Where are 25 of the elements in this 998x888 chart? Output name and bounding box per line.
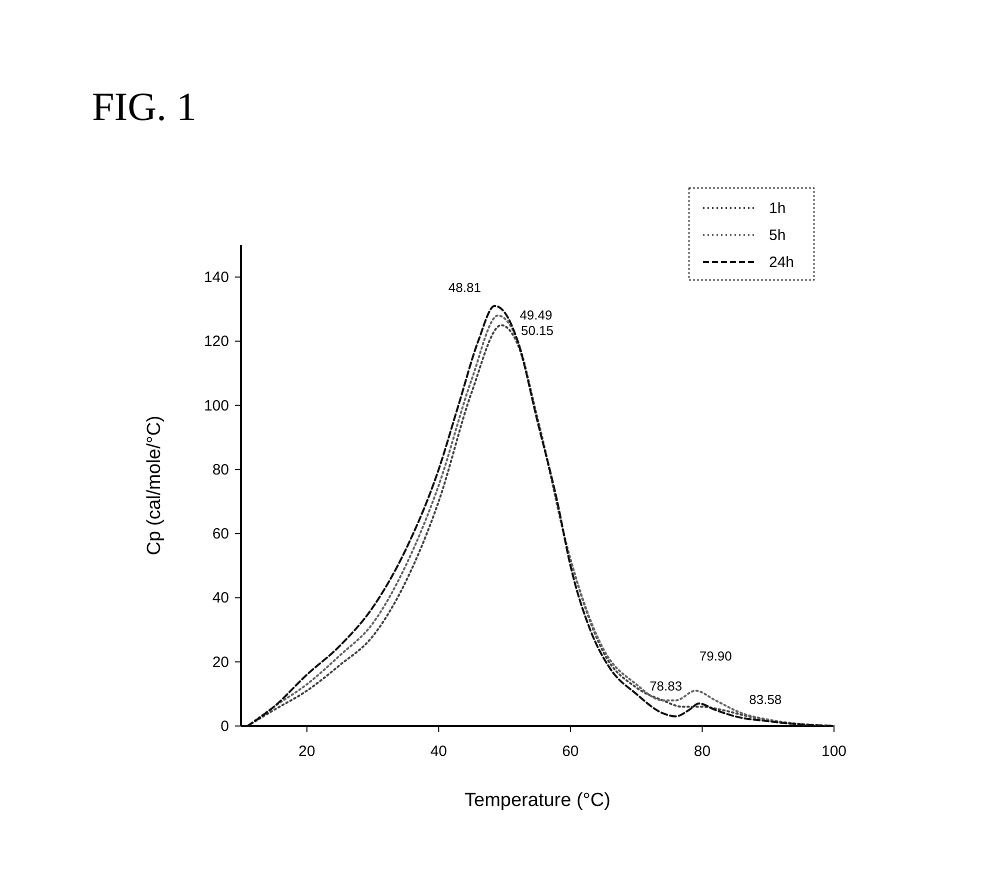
- y-tick-label: 80: [212, 461, 229, 478]
- annotation: 50.15: [520, 323, 554, 338]
- y-tick-label: 140: [204, 269, 229, 286]
- annotation: 79.90: [699, 648, 732, 664]
- x-tick-label: 100: [821, 743, 847, 760]
- y-tick-label: 0: [220, 718, 229, 735]
- legend-label: 1h: [769, 200, 786, 217]
- x-tick-label: 60: [562, 743, 579, 760]
- x-tick-label: 20: [298, 743, 316, 760]
- y-tick-label: 120: [204, 333, 229, 350]
- annotation: 48.81: [448, 280, 481, 295]
- annotation: 83.58: [749, 692, 782, 707]
- annotation: 49.49: [520, 308, 552, 323]
- x-axis-title: Temperature (°C): [464, 790, 610, 811]
- y-tick-label: 60: [212, 526, 229, 543]
- x-tick-label: 80: [694, 743, 711, 760]
- y-tick-label: 40: [212, 590, 229, 607]
- y-tick-label: 100: [204, 397, 229, 414]
- x-tick-label: 40: [430, 743, 448, 760]
- y-axis-title: Cp (cal/mole/°C): [144, 416, 165, 556]
- annotation: 78.83: [650, 678, 682, 694]
- chart-title: FIG. 1: [92, 84, 196, 129]
- y-tick-label: 20: [212, 654, 229, 671]
- legend-label: 24h: [769, 254, 794, 271]
- legend-label: 5h: [769, 227, 786, 244]
